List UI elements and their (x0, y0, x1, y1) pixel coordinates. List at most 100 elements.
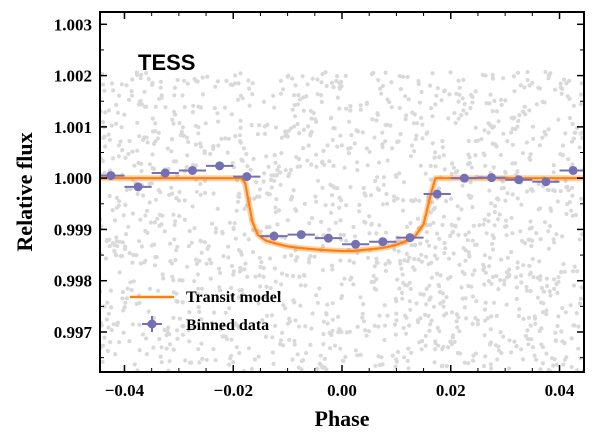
raw-point (532, 353, 537, 358)
raw-point (182, 198, 187, 203)
raw-point (292, 338, 297, 343)
raw-point (361, 319, 367, 324)
raw-point (271, 93, 276, 98)
x-tick-label: 0.00 (327, 381, 357, 400)
raw-point (398, 87, 403, 92)
raw-point (572, 264, 577, 269)
raw-point (171, 290, 176, 295)
raw-point (211, 191, 216, 196)
raw-point (571, 103, 577, 108)
raw-point (490, 109, 495, 114)
raw-point (409, 143, 414, 148)
raw-point (437, 155, 442, 160)
raw-point (182, 78, 187, 83)
raw-point (427, 83, 433, 88)
raw-point (168, 259, 173, 264)
raw-point (325, 321, 330, 326)
raw-point (456, 116, 461, 121)
raw-point (177, 214, 182, 219)
raw-point (487, 101, 492, 106)
raw-point (375, 111, 380, 116)
raw-point (420, 122, 425, 127)
raw-point (194, 189, 199, 194)
raw-point (194, 261, 199, 267)
y-tick-label: 0.998 (54, 272, 92, 291)
raw-point (558, 81, 563, 86)
raw-point (567, 115, 573, 121)
raw-point (493, 343, 498, 348)
raw-point (422, 312, 428, 317)
raw-point (327, 346, 333, 351)
raw-point (339, 143, 344, 148)
raw-point (509, 215, 514, 221)
raw-point (229, 337, 234, 342)
raw-point (103, 144, 108, 149)
raw-point (380, 202, 386, 207)
raw-point (165, 329, 170, 334)
raw-point (120, 296, 125, 301)
raw-point (472, 268, 477, 273)
raw-point (510, 126, 515, 131)
raw-point (418, 241, 423, 246)
raw-point (394, 299, 399, 304)
raw-point (314, 199, 319, 204)
raw-point (516, 118, 521, 123)
raw-point (344, 106, 349, 111)
raw-point (348, 145, 353, 151)
raw-point (259, 260, 264, 265)
raw-point (385, 313, 390, 318)
raw-point (578, 92, 584, 97)
raw-point (544, 351, 549, 356)
raw-point (428, 177, 433, 182)
raw-point (358, 295, 363, 300)
raw-point (330, 317, 335, 322)
raw-point (280, 330, 285, 335)
raw-point (479, 137, 484, 142)
raw-point (414, 121, 420, 126)
raw-point (249, 366, 254, 371)
raw-point (192, 279, 197, 284)
raw-point (470, 294, 475, 299)
raw-point (137, 239, 142, 244)
raw-point (337, 205, 342, 210)
raw-point (190, 110, 195, 115)
raw-point (122, 305, 127, 310)
raw-point (412, 112, 417, 117)
raw-point (503, 218, 509, 223)
raw-point (484, 231, 489, 236)
raw-point (320, 268, 326, 273)
raw-point (454, 312, 459, 317)
raw-point (431, 220, 436, 225)
raw-point (275, 168, 280, 173)
raw-point (196, 305, 201, 310)
raw-point (258, 284, 263, 289)
raw-point (521, 316, 526, 321)
raw-point (393, 173, 398, 178)
raw-point (425, 223, 430, 228)
raw-point (285, 218, 290, 223)
raw-point (121, 330, 126, 335)
raw-point (547, 224, 553, 229)
raw-point (293, 318, 298, 323)
raw-point (267, 192, 272, 197)
raw-point (337, 106, 342, 111)
raw-point (433, 164, 438, 169)
raw-point (106, 311, 112, 316)
raw-point (528, 187, 533, 192)
raw-point (527, 272, 532, 277)
raw-point (167, 342, 173, 347)
raw-point (320, 185, 325, 190)
raw-point (551, 237, 556, 242)
raw-point (392, 247, 397, 252)
raw-point (517, 112, 522, 118)
raw-point (481, 151, 486, 156)
raw-point (150, 82, 155, 87)
raw-point (515, 260, 520, 265)
raw-point (400, 208, 406, 213)
raw-point (415, 216, 421, 221)
raw-point (558, 152, 563, 157)
raw-point (509, 115, 514, 120)
raw-point (423, 171, 428, 176)
raw-point (515, 196, 520, 201)
raw-point (208, 151, 213, 157)
